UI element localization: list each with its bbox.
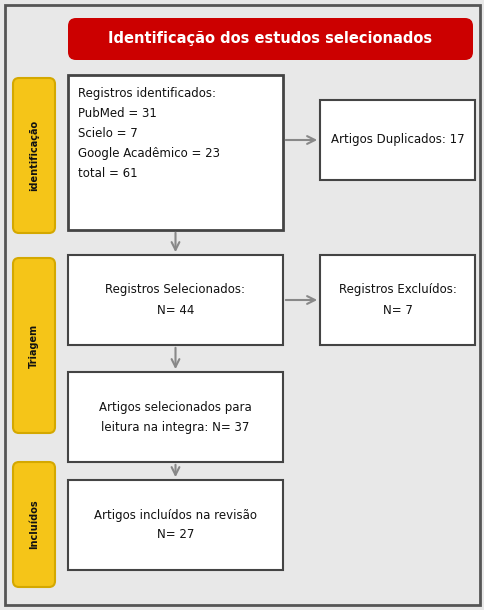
Bar [68, 480, 283, 570]
Bar [68, 255, 283, 345]
Text: Artigos incluídos na revisão
N= 27: Artigos incluídos na revisão N= 27 [94, 509, 257, 542]
Text: Triagem: Triagem [29, 323, 39, 368]
Text: Registros Selecionados:
N= 44: Registros Selecionados: N= 44 [106, 284, 245, 317]
Bar [319, 255, 474, 345]
Text: identificação: identificação [29, 120, 39, 191]
FancyBboxPatch shape [68, 18, 472, 60]
FancyBboxPatch shape [13, 78, 55, 233]
FancyBboxPatch shape [13, 258, 55, 433]
FancyBboxPatch shape [13, 462, 55, 587]
Text: Artigos selecionados para
leitura na integra: N= 37: Artigos selecionados para leitura na int… [99, 401, 251, 434]
Bar [319, 100, 474, 180]
Bar [68, 75, 283, 230]
Text: Artigos Duplicados: 17: Artigos Duplicados: 17 [330, 134, 463, 146]
Bar [68, 372, 283, 462]
Text: Registros Excluídos:
N= 7: Registros Excluídos: N= 7 [338, 284, 455, 317]
Text: Incluídos: Incluídos [29, 500, 39, 550]
Text: Registros identificados:
PubMed = 31
Scielo = 7
Google Acadêmico = 23
total = 61: Registros identificados: PubMed = 31 Sci… [78, 87, 220, 180]
Text: Identificação dos estudos selecionados: Identificação dos estudos selecionados [108, 32, 432, 46]
